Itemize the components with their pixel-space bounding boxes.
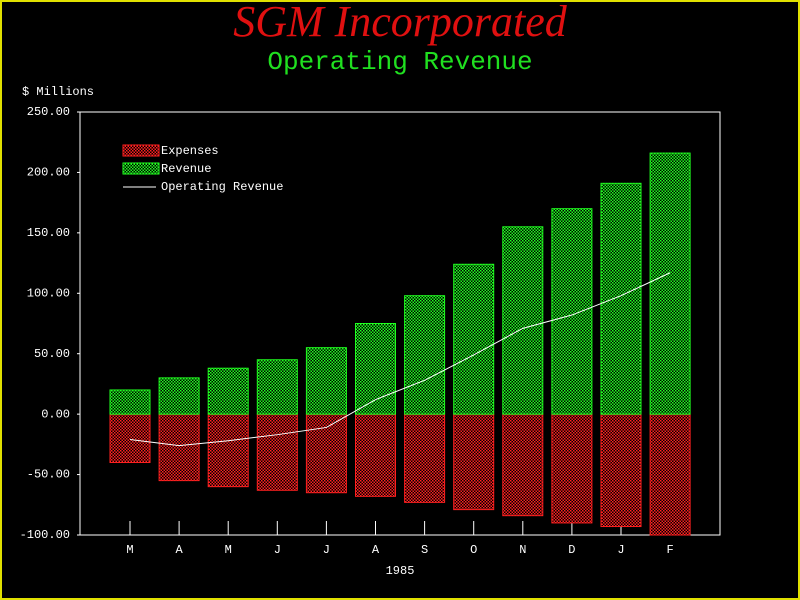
bar bbox=[256, 413, 298, 491]
chart-subtitle: Operating Revenue bbox=[267, 47, 532, 77]
x-tick-label: J bbox=[274, 543, 281, 557]
bar bbox=[502, 413, 544, 517]
bar bbox=[158, 377, 200, 415]
bar bbox=[404, 295, 446, 415]
bar bbox=[502, 226, 544, 415]
y-tick-label: 100.00 bbox=[27, 286, 70, 300]
y-tick-label: 150.00 bbox=[27, 226, 70, 240]
x-axis-label: 1985 bbox=[386, 564, 415, 578]
y-tick-label: 200.00 bbox=[27, 166, 70, 180]
legend-label: Operating Revenue bbox=[161, 180, 283, 194]
x-tick-label: D bbox=[568, 543, 575, 557]
bar bbox=[453, 413, 495, 511]
y-axis-label: $ Millions bbox=[22, 85, 94, 99]
x-tick-label: S bbox=[421, 543, 428, 557]
x-tick-label: J bbox=[323, 543, 330, 557]
bar bbox=[207, 413, 249, 488]
chart-title: SGM Incorporated bbox=[233, 0, 568, 46]
bar bbox=[207, 367, 249, 415]
x-tick-label: A bbox=[372, 543, 380, 557]
bar bbox=[109, 389, 151, 415]
x-tick-label: F bbox=[666, 543, 673, 557]
legend-swatch bbox=[122, 162, 160, 175]
x-tick-label: M bbox=[225, 543, 232, 557]
bar bbox=[355, 413, 396, 497]
legend-swatch bbox=[122, 144, 160, 157]
bar bbox=[256, 359, 298, 415]
y-tick-label: 50.00 bbox=[34, 347, 70, 361]
bar bbox=[109, 413, 151, 463]
bar bbox=[158, 413, 200, 482]
y-tick-label: 250.00 bbox=[27, 105, 70, 119]
bar bbox=[355, 323, 396, 415]
x-tick-label: O bbox=[470, 543, 477, 557]
line bbox=[129, 272, 671, 447]
plot-frame bbox=[79, 111, 721, 536]
legend-label: Expenses bbox=[161, 144, 219, 158]
bar bbox=[551, 413, 593, 524]
bar bbox=[600, 413, 642, 528]
x-tick-label: M bbox=[126, 543, 133, 557]
bar bbox=[453, 263, 495, 415]
bar bbox=[404, 413, 446, 503]
bar bbox=[305, 413, 347, 494]
bar bbox=[551, 208, 593, 415]
legend-label: Revenue bbox=[161, 162, 211, 176]
bar bbox=[600, 182, 642, 415]
x-tick-label: N bbox=[519, 543, 526, 557]
y-tick-label: 0.00 bbox=[41, 407, 70, 421]
bar bbox=[649, 152, 691, 415]
y-tick-label: -100.00 bbox=[20, 528, 70, 542]
x-tick-label: A bbox=[175, 543, 183, 557]
bar bbox=[305, 347, 347, 415]
y-tick-label: -50.00 bbox=[27, 468, 70, 482]
x-tick-label: J bbox=[617, 543, 624, 557]
bar bbox=[649, 413, 691, 536]
